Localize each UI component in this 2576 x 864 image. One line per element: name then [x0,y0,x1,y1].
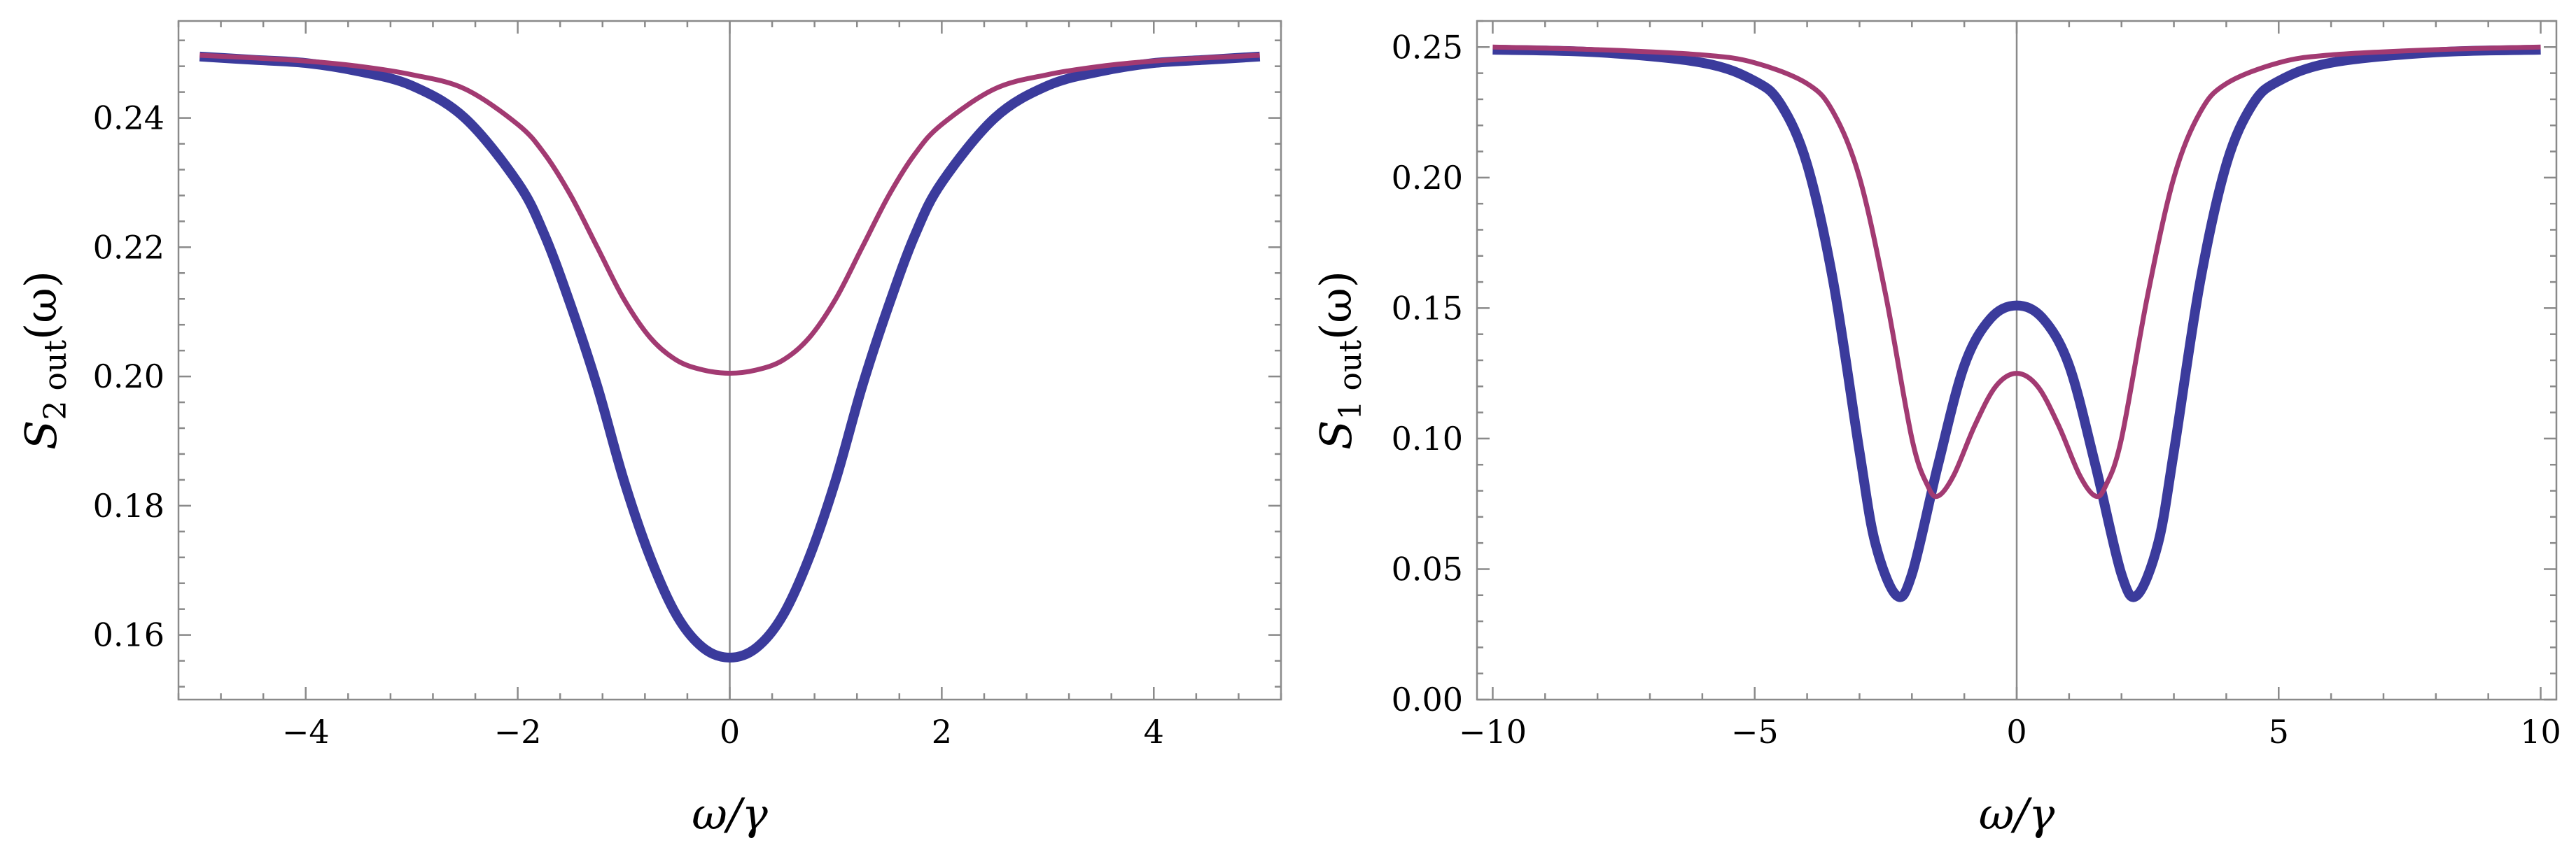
y-tick-label: 0.22 [93,228,164,266]
series-line-blue [199,51,1261,663]
x-axis-title: ω/γ [1979,788,2055,840]
y-tick-label: 0.05 [1392,550,1463,588]
x-tick-label: 2 [932,713,952,751]
x-tick-label: −5 [1731,713,1779,751]
y-tick-label: 0.16 [93,616,164,654]
x-tick-label: 0 [720,713,740,751]
y-tick-label: 0.18 [93,487,164,525]
y-tick-label: 0.24 [93,99,164,137]
x-tick-label: 4 [1144,713,1164,751]
y-tick-label: 0.25 [1392,28,1463,66]
x-tick-label: −2 [494,713,542,751]
x-tick-label: 5 [2269,713,2289,751]
series-line-purple [1492,44,2541,500]
left-chart: −4 −2 0 2 4 0.16 0.18 0.20 0.22 0.24 ω/γ S2 out(ω) [15,20,1282,840]
y-tick-label: 0.20 [1392,159,1463,197]
y-axis-title: S2 out(ω) [15,271,74,450]
x-tick-label: −4 [282,713,330,751]
y-tick-label: 0.15 [1392,289,1463,327]
y-tick-label: 0.20 [93,357,164,395]
series-line-blue [1492,45,2541,602]
series-line-purple [200,52,1260,376]
x-tick-label: −10 [1459,713,1527,751]
x-axis-title: ω/γ [692,788,768,840]
right-chart: −10 −5 0 5 10 0.00 0.05 0.10 0.15 0.20 0.25 ω/γ S1 o… [1310,20,2561,840]
x-tick-label: 10 [2520,713,2561,751]
x-tick-label: 0 [2006,713,2026,751]
y-axis-title: S1 out(ω) [1310,271,1368,450]
y-tick-label: 0.00 [1392,681,1463,718]
y-tick-label: 0.10 [1392,420,1463,458]
